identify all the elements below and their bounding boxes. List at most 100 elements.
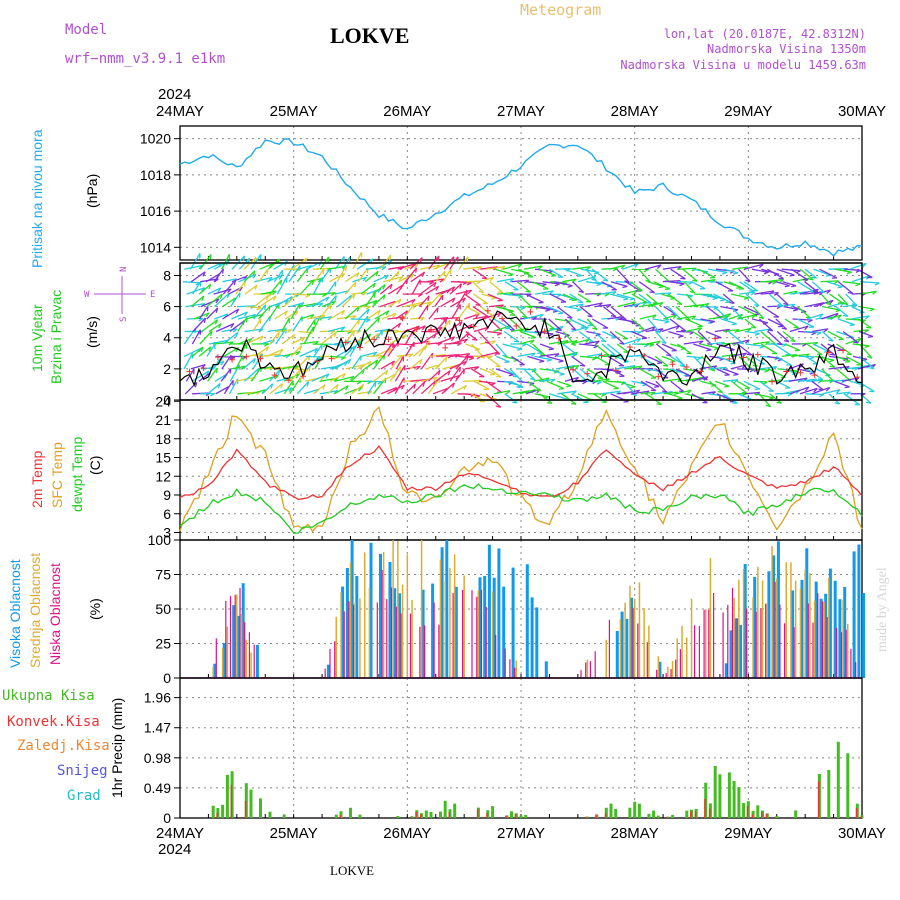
y-tick-label: 75 [155,567,171,583]
wind-arrow [851,364,871,370]
cloud-high-bar [350,540,354,678]
wind-arrow-head [579,364,586,367]
wind-gust-marker [356,344,363,351]
wind-arrow [789,325,809,333]
wind-arrow [617,301,636,308]
cloud-low-bar [348,601,350,678]
top-date-label: 30MAY [838,103,886,120]
precip-total-bar [443,800,447,818]
wind-arrow-head [439,278,445,283]
wind-arrow [670,380,685,393]
wind-arrow [336,265,347,283]
wind-arrow [700,343,720,349]
top-date-label: 24MAY [156,103,204,120]
wind-arrow [251,389,266,395]
cloud-low-bar [509,659,511,678]
wind-arrow-head [645,279,651,283]
wind-arrow [754,393,774,399]
wind-arrow [183,353,194,370]
wind-arrow [782,281,797,287]
wind-arrow [693,355,706,370]
wind-arrow-head [636,338,642,343]
wind-arrow [365,317,380,332]
wind-gust-marker [229,356,236,363]
wind-gust-marker [214,354,221,361]
cloud-high-bar [838,599,842,678]
wind-compass-icon [94,276,146,314]
wind-arrow [260,290,277,295]
wind-arrow-head [521,343,527,347]
wind-arrow-head [829,353,835,356]
wind-arrow [283,380,294,395]
wind-arrow-head [474,366,480,371]
wind-arrow [815,368,831,376]
wind-arrow-head [479,355,485,359]
wind-arrow [796,318,815,328]
wind-arrow [473,326,489,333]
cloud-low-bar [438,624,440,678]
wind-arrow-head [494,352,500,355]
wind-arrow [405,341,415,357]
wind-arrow-head [361,384,365,390]
wind-arrow-head [208,346,212,352]
cloud-low-bar [836,627,838,678]
wind-arrow [751,268,769,273]
wind-arrow [775,355,792,366]
wind-arrow [591,268,609,282]
cloud-low-bar [589,661,591,678]
wind-arrow [534,355,552,361]
wind-arrow-head [546,401,552,405]
wind-arrow [577,318,594,326]
wind-arrow [190,295,205,308]
wind-arrow [367,381,377,395]
cloud-high-bar [511,567,515,678]
wind-legend-e: E [150,290,155,300]
precip-total-bar [836,741,840,818]
wind-arrow [456,332,470,345]
wind-arrow-head [556,328,562,332]
wind-arrow-head [331,300,336,306]
wind-arrow-head [284,310,288,316]
precip-total-bar [429,811,433,818]
wind-arrow [845,355,862,366]
wind-arrow-head [715,336,721,339]
wind-arrow-head [723,317,729,321]
wind-arrow [799,268,814,281]
wind-arrow [254,276,273,283]
wind-arrow [563,268,583,277]
wind-arrow-head [433,376,438,382]
wind-arrow-head [686,352,692,355]
wind-arrow [761,268,780,275]
cloud-low-bar [514,667,516,678]
wind-arrow [267,258,280,270]
wind-arrow [329,355,346,359]
wind-arrow-head [375,270,379,277]
wind-arrow-head [698,340,704,345]
wind-arrow-head [826,289,831,294]
wind-gust-marker [555,335,562,342]
wind-arrow [198,372,211,382]
wind-arrow-head [438,326,443,332]
wind-arrow [851,315,870,320]
wind-arrow-head [263,343,270,347]
wind-arrow [745,343,765,347]
wind-arrow-head [846,271,852,275]
wind-arrow-head [333,332,337,338]
wind-arrow [252,318,262,332]
wind-arrow [185,302,205,308]
wind-arrow-head [299,345,303,351]
wind-arrow [647,281,664,288]
wind-arrow [472,281,485,294]
wind-arrow [482,312,502,320]
cloud-low-bar [480,590,483,678]
wind-arrow [813,268,832,276]
cloud-bars [212,540,866,678]
bottom-date-label: 28MAY [611,825,659,842]
wind-arrow [542,281,560,285]
wind-arrow [644,264,662,270]
wind-arrow-head [514,340,520,343]
wind-arrow [783,290,798,295]
wind-arrow [811,380,824,391]
wind-arrow-head [512,401,518,404]
wind-arrow-head [342,373,346,379]
